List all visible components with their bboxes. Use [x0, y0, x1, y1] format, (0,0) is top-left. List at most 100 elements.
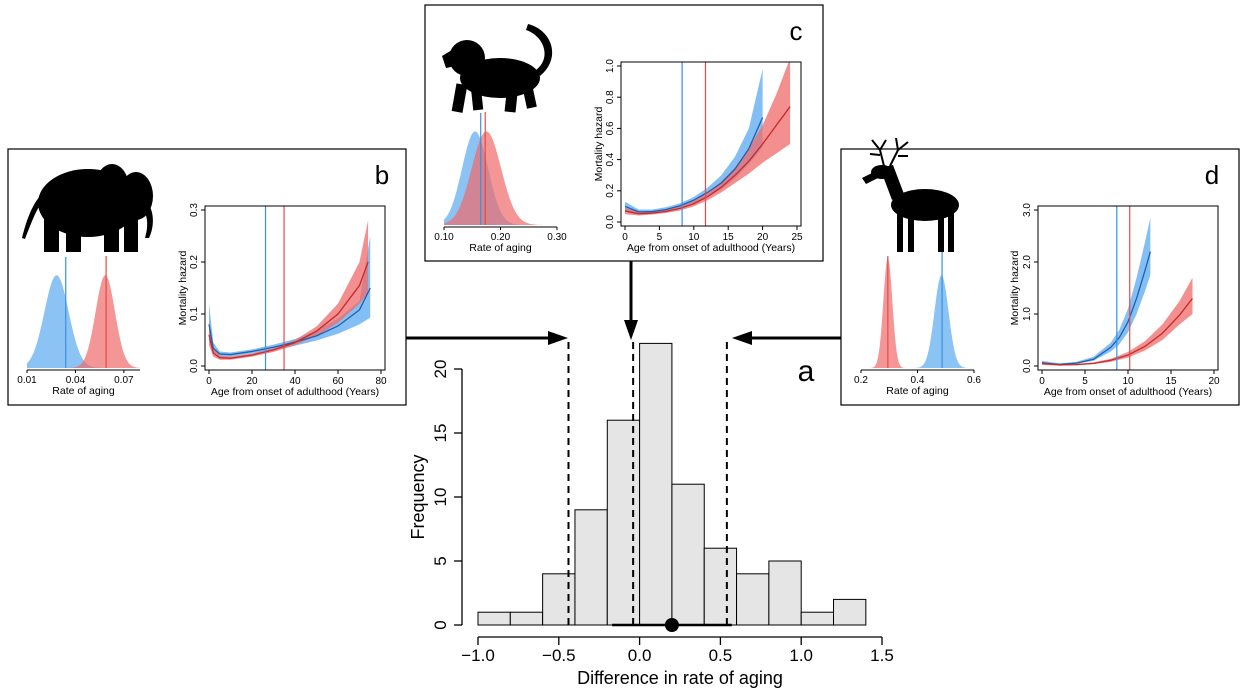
y-axis-label: Mortality hazard: [1009, 250, 1021, 325]
red-density: [27, 275, 140, 368]
density-tick-label: 0.4: [911, 375, 925, 386]
panel-c-letter: c: [790, 16, 803, 46]
x-axis-label: Age from onset of adulthood (Years): [627, 242, 795, 254]
red-density: [861, 258, 974, 368]
red-band: [1042, 277, 1193, 366]
y-tick-label: 0.4: [605, 152, 616, 166]
density-tick-label: 0.07: [114, 375, 134, 386]
x-tick-label: 0.5: [709, 646, 733, 665]
y-tick-label: 0.2: [605, 183, 616, 197]
x-tick-label: 0: [622, 232, 628, 243]
x-tick-label: 20: [1208, 376, 1220, 387]
x-tick-label: 60: [332, 376, 344, 387]
elephant-icon: [22, 164, 153, 252]
x-tick-label: 1.0: [789, 646, 813, 665]
red-density: [444, 131, 557, 225]
histogram-bar: [639, 342, 673, 626]
panel-b-letter: b: [375, 160, 389, 190]
red-band: [625, 62, 791, 216]
y-tick-label: 0.6: [605, 121, 616, 135]
density-axis-label: Rate of aging: [469, 242, 532, 254]
x-tick-label: 15: [723, 232, 735, 243]
histogram-bar: [703, 547, 738, 626]
y-tick-label: 1.0: [605, 59, 616, 73]
histogram-bar: [833, 598, 867, 626]
baboon-icon: [442, 24, 553, 113]
arrow-d-head: [732, 331, 752, 345]
x-tick-label: 0: [206, 376, 212, 387]
y-axis-label: Frequency: [408, 454, 428, 539]
x-axis-label: Age from onset of adulthood (Years): [1044, 386, 1212, 398]
x-tick-label: 10: [1122, 376, 1134, 387]
x-tick-label: −0.5: [542, 646, 576, 665]
x-tick-label: 80: [375, 376, 387, 387]
density-tick-label: 0.2: [854, 375, 868, 386]
y-tick-label: 0.1: [189, 307, 200, 321]
density-tick-label: 0.30: [547, 232, 567, 243]
x-tick-label: 5: [1082, 376, 1088, 387]
plot-area: [624, 62, 791, 226]
blue-line: [624, 117, 764, 213]
panel-a-letter: a: [798, 355, 815, 388]
density-tick-label: 0.20: [491, 232, 511, 243]
plot-area: [1041, 206, 1194, 370]
x-tick-label: 5: [657, 232, 663, 243]
blue-density: [27, 275, 140, 368]
y-tick-label: 5: [431, 556, 450, 565]
y-tick-label: 0.0: [1022, 359, 1033, 373]
deer-icon: [862, 137, 959, 252]
histogram-bar: [606, 419, 641, 626]
histogram-bar: [574, 509, 608, 626]
blue-line: [1041, 251, 1151, 366]
histogram-bar: [542, 573, 576, 626]
x-axis-label: Difference in rate of aging: [577, 668, 783, 688]
density-tick-label: 0.01: [17, 375, 37, 386]
y-axis-label: Mortality hazard: [177, 250, 189, 325]
red-line: [1041, 298, 1194, 366]
density-axis-label: Rate of aging: [52, 385, 115, 397]
y-tick-label: 20: [431, 360, 450, 379]
x-tick-label: 0.0: [628, 646, 652, 665]
y-axis-label: Mortality hazard: [593, 106, 605, 181]
x-tick-label: 20: [246, 376, 258, 387]
y-tick-label: 1.0: [1022, 307, 1033, 321]
x-tick-label: 0: [1039, 376, 1045, 387]
panel-a-histogram: −1.0 −0.5 0.0 0.5 1.0 1.5 Difference in rate o…: [408, 342, 894, 688]
y-tick-label: 2.0: [1022, 255, 1033, 269]
blue-line: [208, 287, 371, 356]
y-tick-label: 0.3: [189, 203, 200, 217]
y-tick-label: 10: [431, 488, 450, 507]
y-tick-label: 15: [431, 424, 450, 443]
y-tick-label: 0.8: [605, 90, 616, 104]
blue-band: [1042, 217, 1151, 365]
x-tick-label: 25: [791, 232, 803, 243]
histogram-bar: [736, 573, 770, 626]
arrow-b-head: [548, 331, 568, 345]
red-band: [209, 220, 369, 360]
x-tick-label: −1.0: [461, 646, 495, 665]
histogram-bar: [509, 611, 544, 626]
histogram-bar: [800, 611, 835, 626]
density-tick-label: 0.10: [434, 232, 454, 243]
x-tick-label: 40: [289, 376, 301, 387]
mean-point: [664, 618, 679, 632]
density-axis-label: Rate of aging: [886, 385, 949, 397]
blue-density: [861, 275, 974, 368]
histogram-bar: [477, 611, 511, 626]
histogram-bar: [768, 560, 802, 626]
red-line: [624, 106, 791, 215]
arrow-c-head: [624, 320, 638, 340]
plot-frame: [620, 61, 802, 227]
panel-d-letter: d: [1205, 160, 1219, 190]
x-tick-label: 20: [757, 232, 769, 243]
x-tick-label: 15: [1165, 376, 1177, 387]
density-tick-label: 0.6: [967, 375, 981, 386]
plot-area: [208, 206, 371, 370]
x-tick-label: 1.5: [870, 646, 894, 665]
y-tick-label: 3.0: [1022, 203, 1033, 217]
density-tick-label: 0.04: [66, 375, 86, 386]
x-tick-label: 10: [688, 232, 700, 243]
x-axis-label: Age from onset of adulthood (Years): [211, 386, 379, 398]
